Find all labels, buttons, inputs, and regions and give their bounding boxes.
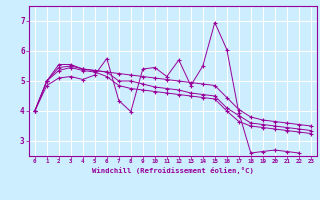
X-axis label: Windchill (Refroidissement éolien,°C): Windchill (Refroidissement éolien,°C) [92, 167, 254, 174]
